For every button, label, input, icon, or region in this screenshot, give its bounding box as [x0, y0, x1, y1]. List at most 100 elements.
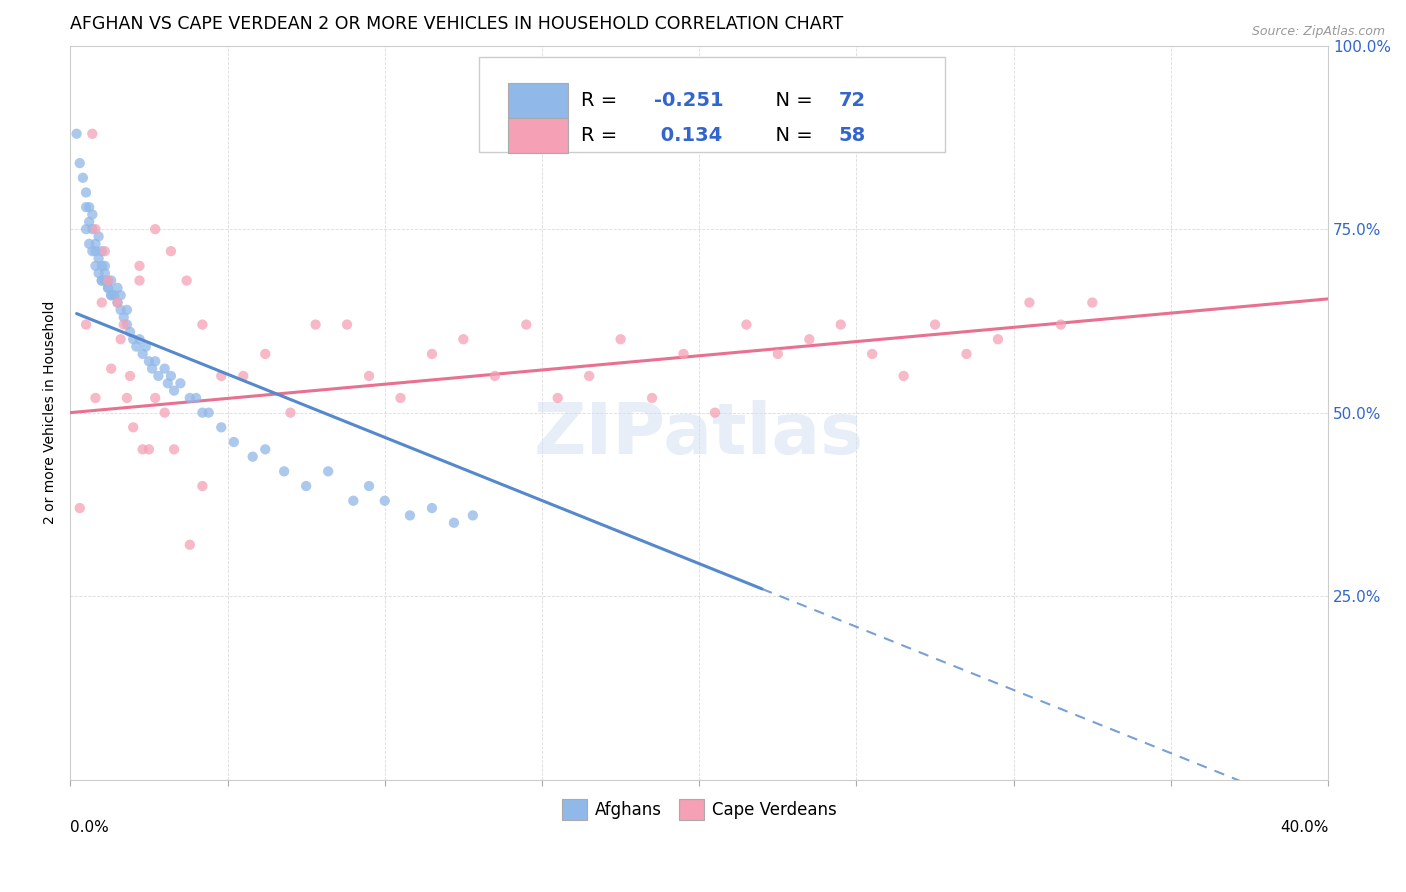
Text: 0.134: 0.134	[654, 126, 723, 145]
Text: R =: R =	[581, 91, 623, 111]
Point	[107, 295, 129, 310]
Point	[131, 442, 153, 457]
Point	[94, 259, 117, 273]
Point	[72, 170, 94, 185]
Text: 0.0%: 0.0%	[70, 820, 110, 835]
Point	[316, 464, 339, 478]
Point	[169, 376, 191, 391]
Point	[94, 273, 117, 287]
Text: 58: 58	[839, 126, 866, 145]
Point	[110, 302, 132, 317]
Point	[90, 273, 112, 287]
Point	[82, 127, 104, 141]
Text: ZIPatlas: ZIPatlas	[534, 401, 865, 469]
Point	[191, 406, 214, 420]
Point	[163, 442, 186, 457]
Point	[110, 332, 132, 346]
Point	[75, 222, 97, 236]
Point	[273, 464, 295, 478]
Point	[115, 391, 138, 405]
Point	[97, 273, 120, 287]
Point	[399, 508, 422, 523]
Point	[94, 266, 117, 280]
Point	[703, 406, 725, 420]
Point	[120, 368, 142, 383]
FancyBboxPatch shape	[508, 83, 568, 119]
Point	[97, 281, 120, 295]
Point	[77, 215, 100, 229]
Point	[100, 273, 122, 287]
Point	[304, 318, 326, 332]
Point	[357, 368, 380, 383]
Point	[112, 310, 135, 325]
Point	[100, 288, 122, 302]
Point	[122, 332, 145, 346]
Point	[103, 288, 125, 302]
Point	[84, 244, 107, 259]
Point	[179, 538, 201, 552]
Point	[90, 273, 112, 287]
Point	[97, 281, 120, 295]
Point	[830, 318, 852, 332]
Point	[141, 361, 163, 376]
Point	[254, 442, 277, 457]
Point	[160, 368, 183, 383]
Point	[443, 516, 465, 530]
Point	[143, 354, 166, 368]
Point	[578, 368, 600, 383]
Point	[112, 318, 135, 332]
Point	[143, 391, 166, 405]
Point	[75, 318, 97, 332]
Point	[209, 420, 232, 434]
Point	[110, 288, 132, 302]
Point	[336, 318, 359, 332]
Point	[209, 368, 232, 383]
Point	[515, 318, 537, 332]
Text: 40.0%: 40.0%	[1279, 820, 1329, 835]
Point	[461, 508, 484, 523]
Point	[87, 252, 110, 266]
Point	[191, 479, 214, 493]
Point	[87, 266, 110, 280]
Point	[357, 479, 380, 493]
Point	[84, 391, 107, 405]
Point	[125, 340, 148, 354]
Point	[77, 236, 100, 251]
Point	[735, 318, 758, 332]
Point	[197, 406, 219, 420]
Point	[893, 368, 915, 383]
Point	[955, 347, 977, 361]
Point	[191, 318, 214, 332]
Point	[75, 200, 97, 214]
Point	[420, 501, 443, 516]
Point	[90, 295, 112, 310]
Point	[84, 236, 107, 251]
Point	[128, 273, 150, 287]
Point	[179, 391, 201, 405]
Text: 72: 72	[839, 91, 866, 111]
Legend: Afghans, Cape Verdeans: Afghans, Cape Verdeans	[555, 793, 844, 826]
Point	[131, 347, 153, 361]
Point	[94, 244, 117, 259]
Point	[135, 340, 157, 354]
Point	[122, 420, 145, 434]
Point	[1050, 318, 1073, 332]
Point	[128, 332, 150, 346]
Point	[90, 259, 112, 273]
Point	[176, 273, 198, 287]
FancyBboxPatch shape	[479, 57, 945, 153]
Point	[65, 127, 87, 141]
Point	[128, 259, 150, 273]
Point	[295, 479, 318, 493]
Point	[280, 406, 302, 420]
Point	[153, 406, 176, 420]
Point	[138, 354, 160, 368]
Text: R =: R =	[581, 126, 623, 145]
FancyBboxPatch shape	[508, 118, 568, 153]
Point	[766, 347, 789, 361]
Point	[163, 384, 186, 398]
Point	[100, 288, 122, 302]
Point	[90, 244, 112, 259]
Point	[153, 361, 176, 376]
Point	[987, 332, 1010, 346]
